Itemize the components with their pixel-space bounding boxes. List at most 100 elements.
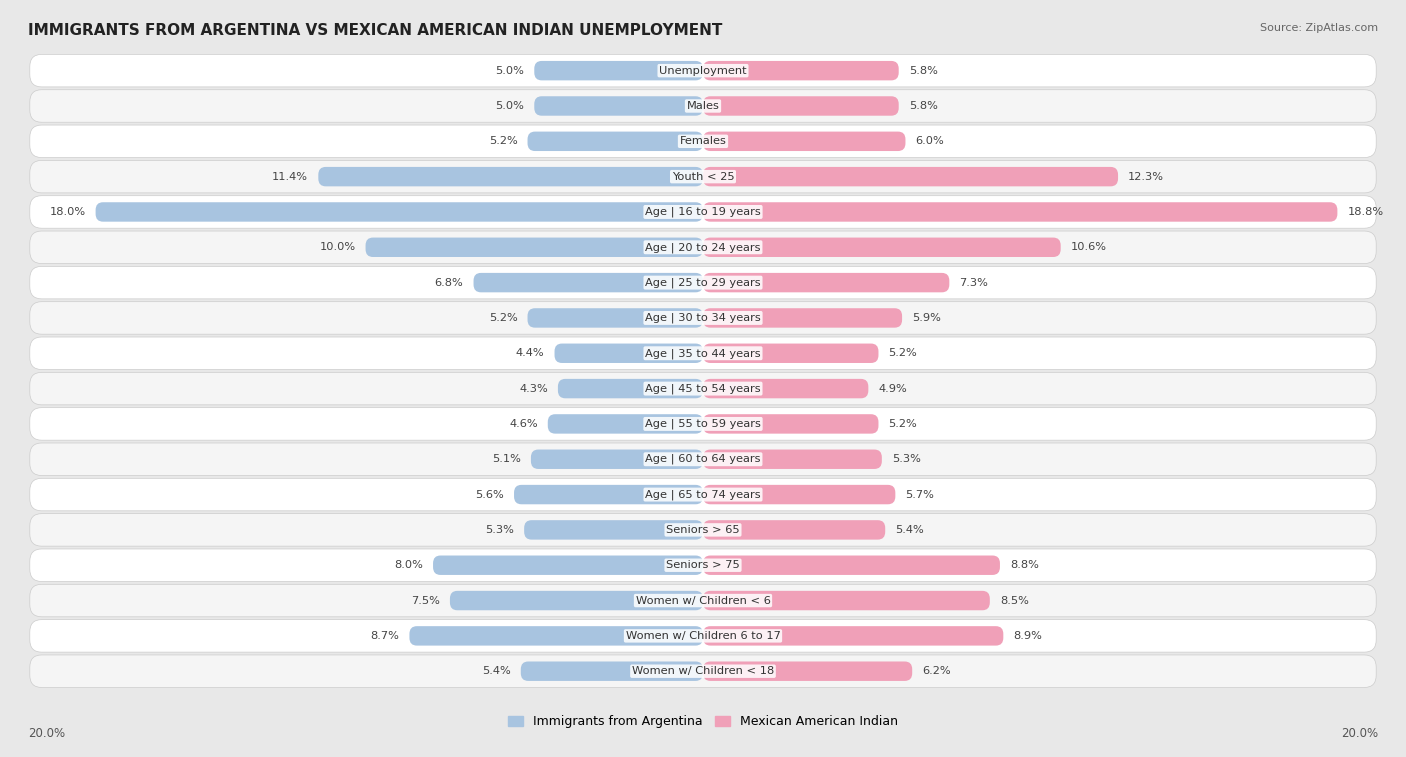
Text: 6.8%: 6.8% xyxy=(434,278,464,288)
FancyBboxPatch shape xyxy=(366,238,703,257)
Text: 5.4%: 5.4% xyxy=(896,525,924,535)
FancyBboxPatch shape xyxy=(531,450,703,469)
Text: 11.4%: 11.4% xyxy=(273,172,308,182)
FancyBboxPatch shape xyxy=(703,238,1060,257)
FancyBboxPatch shape xyxy=(703,556,1000,575)
FancyBboxPatch shape xyxy=(30,478,1376,511)
Text: 5.4%: 5.4% xyxy=(482,666,510,676)
FancyBboxPatch shape xyxy=(703,132,905,151)
FancyBboxPatch shape xyxy=(30,620,1376,652)
Text: Age | 65 to 74 years: Age | 65 to 74 years xyxy=(645,489,761,500)
Text: 18.8%: 18.8% xyxy=(1347,207,1384,217)
Text: 5.2%: 5.2% xyxy=(489,313,517,323)
FancyBboxPatch shape xyxy=(30,231,1376,263)
Text: 20.0%: 20.0% xyxy=(1341,727,1378,740)
FancyBboxPatch shape xyxy=(96,202,703,222)
FancyBboxPatch shape xyxy=(450,590,703,610)
FancyBboxPatch shape xyxy=(520,662,703,681)
FancyBboxPatch shape xyxy=(703,273,949,292)
Text: 5.0%: 5.0% xyxy=(495,101,524,111)
Text: 6.2%: 6.2% xyxy=(922,666,950,676)
Text: Females: Females xyxy=(679,136,727,146)
Text: Unemployment: Unemployment xyxy=(659,66,747,76)
FancyBboxPatch shape xyxy=(703,308,903,328)
Text: Seniors > 75: Seniors > 75 xyxy=(666,560,740,570)
FancyBboxPatch shape xyxy=(30,337,1376,369)
Text: 4.6%: 4.6% xyxy=(509,419,537,429)
Text: Males: Males xyxy=(686,101,720,111)
Text: Age | 25 to 29 years: Age | 25 to 29 years xyxy=(645,277,761,288)
Text: 6.0%: 6.0% xyxy=(915,136,945,146)
Text: 8.8%: 8.8% xyxy=(1010,560,1039,570)
FancyBboxPatch shape xyxy=(703,626,1004,646)
Text: 20.0%: 20.0% xyxy=(28,727,65,740)
FancyBboxPatch shape xyxy=(30,90,1376,122)
Text: 12.3%: 12.3% xyxy=(1128,172,1164,182)
Text: Women w/ Children < 18: Women w/ Children < 18 xyxy=(631,666,775,676)
FancyBboxPatch shape xyxy=(30,443,1376,475)
Text: Age | 55 to 59 years: Age | 55 to 59 years xyxy=(645,419,761,429)
FancyBboxPatch shape xyxy=(527,308,703,328)
FancyBboxPatch shape xyxy=(30,302,1376,334)
FancyBboxPatch shape xyxy=(534,61,703,80)
Text: 5.6%: 5.6% xyxy=(475,490,503,500)
Text: 7.5%: 7.5% xyxy=(411,596,440,606)
Text: 18.0%: 18.0% xyxy=(49,207,86,217)
FancyBboxPatch shape xyxy=(703,450,882,469)
Text: Women w/ Children < 6: Women w/ Children < 6 xyxy=(636,596,770,606)
FancyBboxPatch shape xyxy=(474,273,703,292)
Text: 8.0%: 8.0% xyxy=(394,560,423,570)
Text: 5.8%: 5.8% xyxy=(908,66,938,76)
FancyBboxPatch shape xyxy=(409,626,703,646)
Text: 4.3%: 4.3% xyxy=(519,384,548,394)
FancyBboxPatch shape xyxy=(30,549,1376,581)
FancyBboxPatch shape xyxy=(703,61,898,80)
Text: Age | 35 to 44 years: Age | 35 to 44 years xyxy=(645,348,761,359)
Text: 8.5%: 8.5% xyxy=(1000,596,1029,606)
FancyBboxPatch shape xyxy=(30,55,1376,87)
Text: 7.3%: 7.3% xyxy=(959,278,988,288)
FancyBboxPatch shape xyxy=(524,520,703,540)
Text: 4.4%: 4.4% xyxy=(516,348,544,358)
Text: Source: ZipAtlas.com: Source: ZipAtlas.com xyxy=(1260,23,1378,33)
Text: Youth < 25: Youth < 25 xyxy=(672,172,734,182)
FancyBboxPatch shape xyxy=(703,414,879,434)
FancyBboxPatch shape xyxy=(703,590,990,610)
FancyBboxPatch shape xyxy=(558,379,703,398)
Text: IMMIGRANTS FROM ARGENTINA VS MEXICAN AMERICAN INDIAN UNEMPLOYMENT: IMMIGRANTS FROM ARGENTINA VS MEXICAN AME… xyxy=(28,23,723,38)
Legend: Immigrants from Argentina, Mexican American Indian: Immigrants from Argentina, Mexican Ameri… xyxy=(503,711,903,734)
FancyBboxPatch shape xyxy=(318,167,703,186)
FancyBboxPatch shape xyxy=(703,96,898,116)
Text: 5.8%: 5.8% xyxy=(908,101,938,111)
Text: Age | 16 to 19 years: Age | 16 to 19 years xyxy=(645,207,761,217)
Text: Age | 20 to 24 years: Age | 20 to 24 years xyxy=(645,242,761,253)
Text: 5.2%: 5.2% xyxy=(489,136,517,146)
FancyBboxPatch shape xyxy=(30,372,1376,405)
Text: 8.7%: 8.7% xyxy=(370,631,399,641)
Text: 5.0%: 5.0% xyxy=(495,66,524,76)
FancyBboxPatch shape xyxy=(703,379,869,398)
FancyBboxPatch shape xyxy=(534,96,703,116)
FancyBboxPatch shape xyxy=(703,202,1337,222)
FancyBboxPatch shape xyxy=(30,125,1376,157)
Text: 10.6%: 10.6% xyxy=(1071,242,1107,252)
Text: Age | 30 to 34 years: Age | 30 to 34 years xyxy=(645,313,761,323)
Text: Age | 45 to 54 years: Age | 45 to 54 years xyxy=(645,383,761,394)
FancyBboxPatch shape xyxy=(548,414,703,434)
Text: 5.7%: 5.7% xyxy=(905,490,935,500)
Text: Seniors > 65: Seniors > 65 xyxy=(666,525,740,535)
FancyBboxPatch shape xyxy=(703,662,912,681)
FancyBboxPatch shape xyxy=(703,167,1118,186)
FancyBboxPatch shape xyxy=(30,408,1376,440)
FancyBboxPatch shape xyxy=(30,160,1376,193)
Text: 5.9%: 5.9% xyxy=(912,313,941,323)
FancyBboxPatch shape xyxy=(703,485,896,504)
FancyBboxPatch shape xyxy=(554,344,703,363)
FancyBboxPatch shape xyxy=(30,514,1376,546)
Text: 8.9%: 8.9% xyxy=(1014,631,1042,641)
Text: 10.0%: 10.0% xyxy=(319,242,356,252)
FancyBboxPatch shape xyxy=(30,266,1376,299)
Text: 5.2%: 5.2% xyxy=(889,419,917,429)
FancyBboxPatch shape xyxy=(30,584,1376,617)
FancyBboxPatch shape xyxy=(433,556,703,575)
